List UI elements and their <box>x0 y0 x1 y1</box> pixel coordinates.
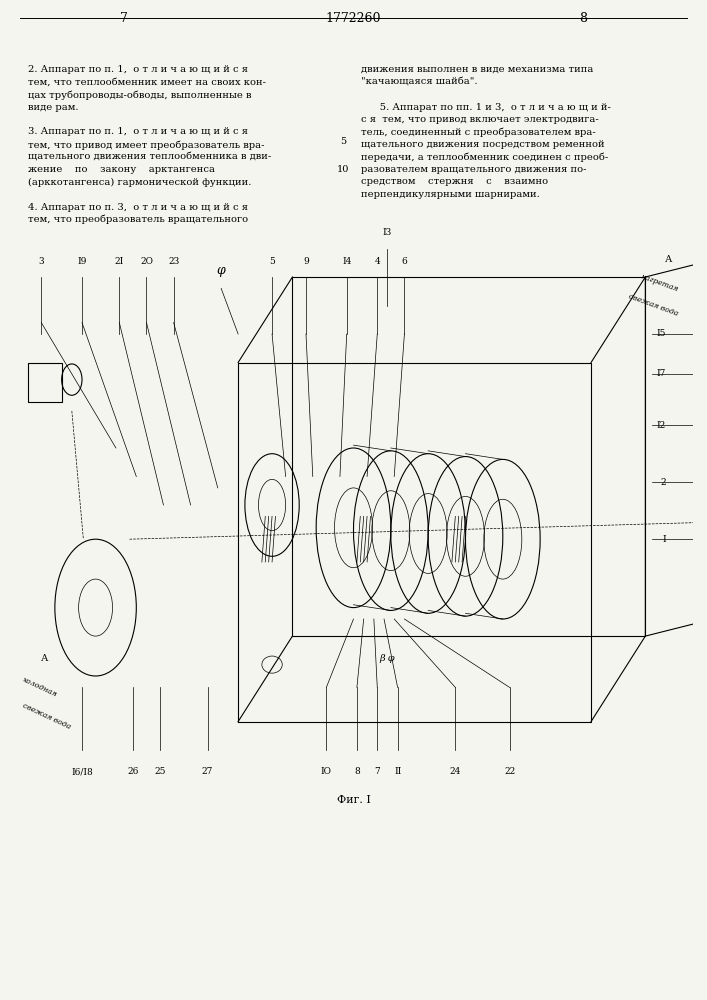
Text: тель, соединенный с преобразователем вра-: тель, соединенный с преобразователем вра… <box>361 127 595 137</box>
Text: нагретая: нагретая <box>639 272 679 293</box>
Text: перпендикулярными шарнирами.: перпендикулярными шарнирами. <box>361 190 539 199</box>
Text: свежая вода: свежая вода <box>21 701 71 731</box>
Text: I7: I7 <box>656 369 666 378</box>
Text: тем, что преобразователь вращательного: тем, что преобразователь вращательного <box>28 215 248 225</box>
Text: 26: 26 <box>127 767 139 776</box>
Text: 27: 27 <box>202 767 214 776</box>
Text: 5: 5 <box>340 137 346 146</box>
Text: 24: 24 <box>450 767 461 776</box>
Text: А: А <box>41 654 49 663</box>
Text: I: I <box>662 535 666 544</box>
Text: разователем вращательного движения по-: разователем вращательного движения по- <box>361 165 586 174</box>
Text: I5: I5 <box>656 330 666 338</box>
Text: щательного движения посредством ременной: щательного движения посредством ременной <box>361 140 604 149</box>
Text: β φ: β φ <box>380 654 395 663</box>
Text: тем, что привод имеет преобразователь вра-: тем, что привод имеет преобразователь вр… <box>28 140 265 149</box>
Text: холодная: холодная <box>21 676 59 699</box>
Text: 3. Аппарат по п. 1,  о т л и ч а ю щ и й с я: 3. Аппарат по п. 1, о т л и ч а ю щ и й … <box>28 127 248 136</box>
Text: I4: I4 <box>342 257 351 266</box>
Text: 2. Аппарат по п. 1,  о т л и ч а ю щ и й с я: 2. Аппарат по п. 1, о т л и ч а ю щ и й … <box>28 65 248 74</box>
Text: φ: φ <box>217 264 226 277</box>
Text: II: II <box>394 767 402 776</box>
Text: I3: I3 <box>382 228 392 237</box>
Text: тем, что теплообменник имеет на своих кон-: тем, что теплообменник имеет на своих ко… <box>28 78 267 87</box>
Text: 23: 23 <box>168 257 180 266</box>
Text: 1772260: 1772260 <box>326 12 381 25</box>
Bar <box>28 362 62 402</box>
Text: жение    по    закону    арктангенса: жение по закону арктангенса <box>28 165 215 174</box>
Text: 5. Аппарат по пп. 1 и 3,  о т л и ч а ю щ и й-: 5. Аппарат по пп. 1 и 3, о т л и ч а ю щ… <box>361 103 610 111</box>
Text: А: А <box>665 255 672 264</box>
Text: IO: IO <box>321 767 332 776</box>
Text: 4. Аппарат по п. 3,  о т л и ч а ю щ и й с я: 4. Аппарат по п. 3, о т л и ч а ю щ и й … <box>28 202 248 212</box>
Text: 6: 6 <box>402 257 407 266</box>
Text: 7: 7 <box>375 767 380 776</box>
Text: 25: 25 <box>154 767 166 776</box>
Text: 4: 4 <box>375 257 380 266</box>
Text: передачи, а теплообменник соединен с преоб-: передачи, а теплообменник соединен с пре… <box>361 152 608 162</box>
Text: I6/I8: I6/I8 <box>71 767 93 776</box>
Text: с я  тем, что привод включает электродвига-: с я тем, что привод включает электродвиг… <box>361 115 598 124</box>
Bar <box>0 820 707 1000</box>
Text: 9: 9 <box>303 257 309 266</box>
Text: 8: 8 <box>579 12 588 25</box>
Text: 2: 2 <box>660 478 666 487</box>
Text: свежая вода: свежая вода <box>627 293 679 318</box>
Text: движения выполнен в виде механизма типа: движения выполнен в виде механизма типа <box>361 65 593 74</box>
Text: 5: 5 <box>269 257 275 266</box>
Text: "качающаяся шайба".: "качающаяся шайба". <box>361 78 477 87</box>
Text: I2: I2 <box>657 421 666 430</box>
Text: 7: 7 <box>119 12 128 25</box>
Text: щательного движения теплообменника в дви-: щательного движения теплообменника в дви… <box>28 152 271 161</box>
Text: 10: 10 <box>337 165 349 174</box>
Text: 2O: 2O <box>140 257 153 266</box>
Text: 3: 3 <box>38 257 44 266</box>
Text: I9: I9 <box>77 257 87 266</box>
Text: цах трубопроводы-обводы, выполненные в: цах трубопроводы-обводы, выполненные в <box>28 90 252 100</box>
Text: 8: 8 <box>354 767 360 776</box>
Text: 22: 22 <box>504 767 515 776</box>
Text: 2I: 2I <box>115 257 124 266</box>
Text: (арккотангенса) гармонической функции.: (арккотангенса) гармонической функции. <box>28 178 252 187</box>
Text: виде рам.: виде рам. <box>28 103 78 111</box>
Text: Фиг. I: Фиг. I <box>337 795 370 805</box>
Text: средством    стержня    с    взаимно: средством стержня с взаимно <box>361 178 548 186</box>
